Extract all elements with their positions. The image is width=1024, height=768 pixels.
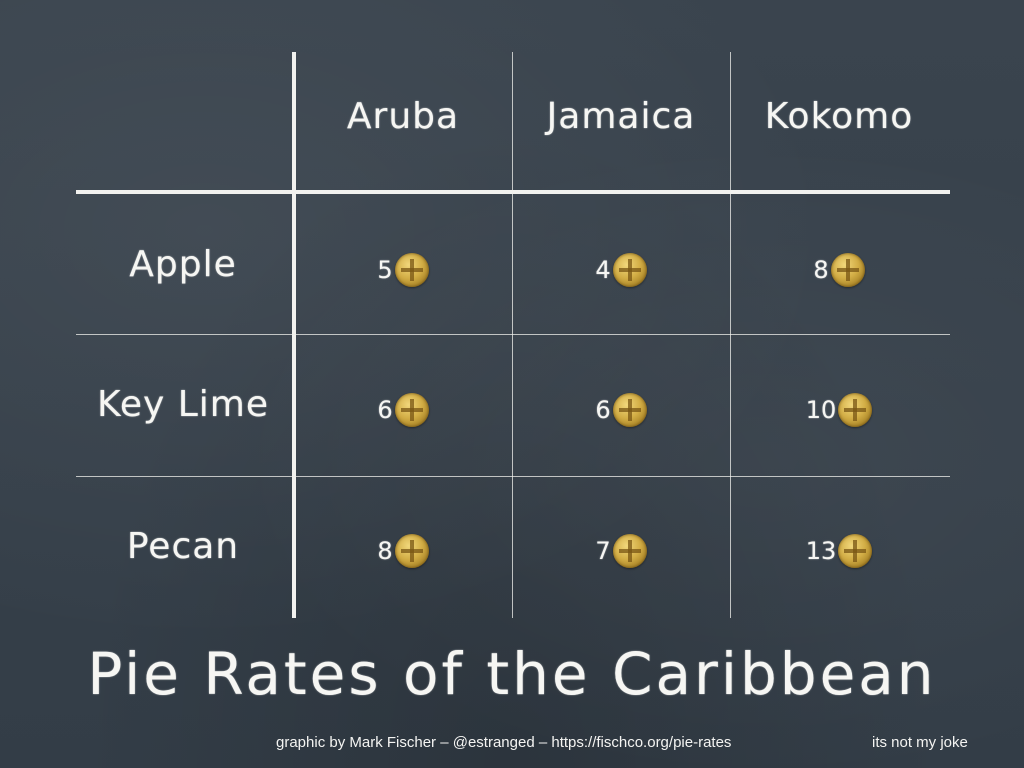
gold-coin-icon bbox=[830, 253, 865, 287]
price-value: 5 bbox=[377, 256, 393, 284]
table-cell: 13 bbox=[730, 531, 948, 571]
gold-coin-icon bbox=[612, 253, 647, 287]
gold-coin-icon bbox=[394, 393, 429, 427]
page-title: Pie Rates of the Caribbean bbox=[87, 640, 937, 708]
grid-divider-horizontal-main bbox=[76, 190, 950, 194]
grid-line-horizontal bbox=[76, 334, 950, 335]
price-value: 8 bbox=[813, 256, 829, 284]
price-value: 6 bbox=[377, 396, 393, 424]
column-header-kokomo: Kokomo bbox=[764, 96, 914, 137]
price-value: 8 bbox=[377, 537, 393, 565]
price-value: 6 bbox=[595, 396, 611, 424]
gold-coin-icon bbox=[394, 534, 429, 568]
table-cell: 10 bbox=[730, 390, 948, 430]
column-header-jamaica: Jamaica bbox=[546, 96, 696, 137]
price-value: 7 bbox=[595, 537, 611, 565]
table-cell: 5 bbox=[294, 250, 512, 290]
price-value: 13 bbox=[805, 537, 837, 565]
table-cell: 8 bbox=[294, 531, 512, 571]
grid-line-vertical bbox=[512, 52, 513, 618]
table-cell: 8 bbox=[730, 250, 948, 290]
table-cell: 4 bbox=[512, 250, 730, 290]
price-value: 4 bbox=[595, 256, 611, 284]
table-cell: 6 bbox=[512, 390, 730, 430]
credit-text: graphic by Mark Fischer – @estranged – h… bbox=[276, 734, 732, 751]
grid-divider-vertical-main bbox=[292, 52, 296, 618]
gold-coin-icon bbox=[394, 253, 429, 287]
gold-coin-icon bbox=[838, 534, 873, 568]
row-header-pecan: Pecan bbox=[126, 526, 240, 567]
price-value: 10 bbox=[805, 396, 837, 424]
table-cell: 7 bbox=[512, 531, 730, 571]
grid-line-horizontal bbox=[76, 476, 950, 477]
table-cell: 6 bbox=[294, 390, 512, 430]
gold-coin-icon bbox=[838, 393, 873, 427]
gold-coin-icon bbox=[612, 534, 647, 568]
gold-coin-icon bbox=[612, 393, 647, 427]
footnote-text: its not my joke bbox=[872, 734, 968, 751]
column-header-aruba: Aruba bbox=[346, 96, 460, 137]
row-header-key-lime: Key Lime bbox=[97, 384, 269, 425]
grid-line-vertical bbox=[730, 52, 731, 618]
row-header-apple: Apple bbox=[129, 244, 237, 285]
